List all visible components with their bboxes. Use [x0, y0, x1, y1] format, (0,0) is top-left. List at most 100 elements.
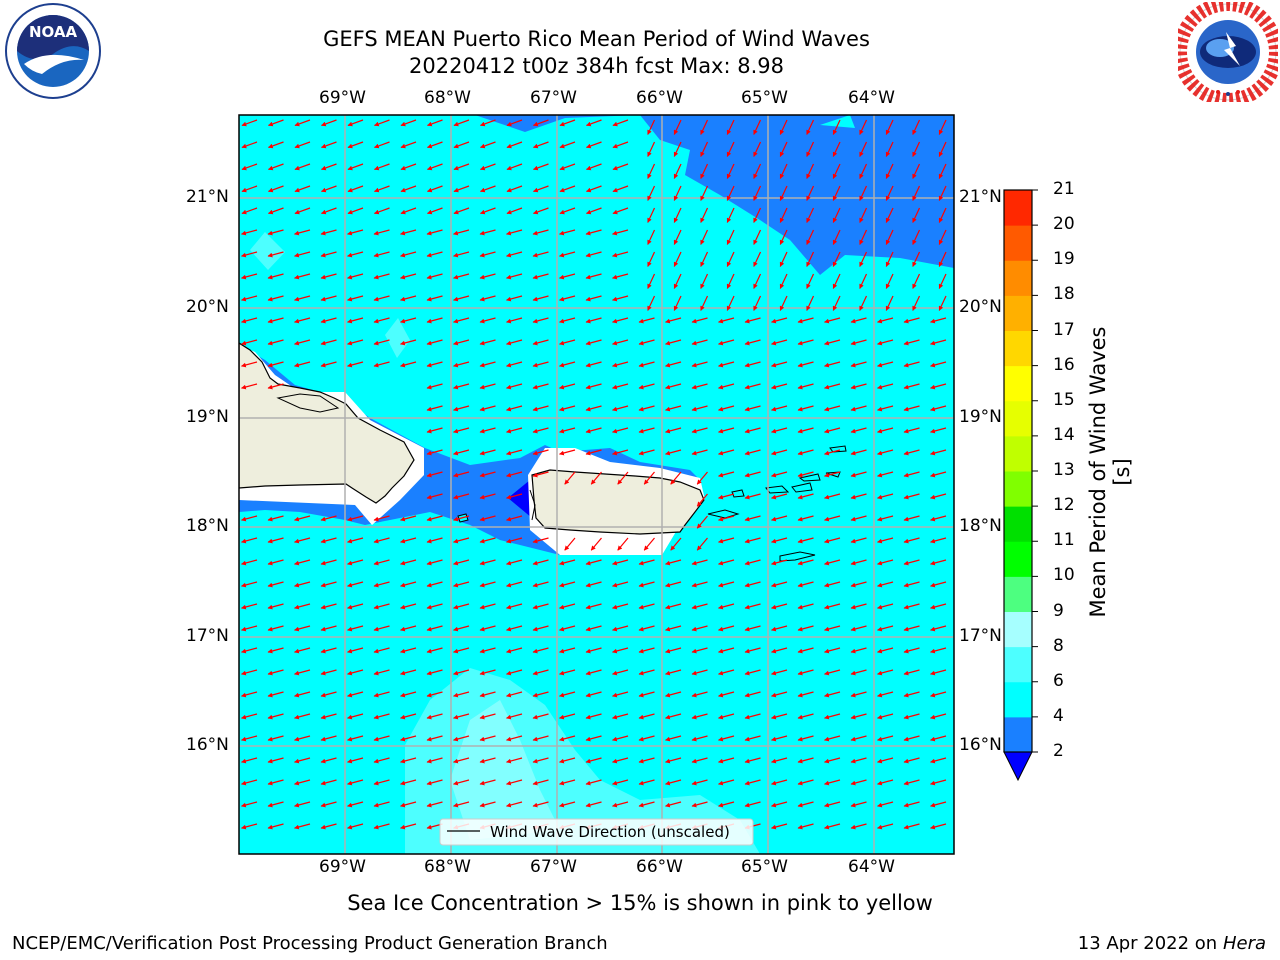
wave-direction-arrow: [241, 383, 258, 390]
wave-direction-arrow: [373, 757, 390, 764]
wave-direction-arrow: [744, 581, 761, 588]
wave-direction-arrow: [850, 515, 867, 522]
wave-direction-arrow: [612, 449, 629, 456]
wave-direction-arrow: [267, 669, 284, 676]
wave-direction-arrow: [673, 141, 682, 157]
wave-direction-arrow: [691, 581, 708, 588]
footer-machine: Hera: [1222, 933, 1266, 954]
wave-direction-arrow: [930, 339, 947, 346]
wave-direction-arrow: [347, 713, 364, 720]
wave-direction-arrow: [347, 603, 364, 610]
wave-direction-arrow: [779, 163, 788, 179]
wave-direction-arrow: [426, 581, 443, 588]
wave-direction-arrow: [824, 317, 841, 324]
wave-direction-arrow: [453, 185, 470, 193]
lat-label-right-17n: 17°N: [959, 626, 1002, 646]
wave-direction-arrow: [665, 669, 682, 676]
wave-direction-arrow: [559, 647, 576, 654]
wave-direction-arrow: [744, 361, 761, 368]
wave-direction-arrow: [824, 493, 841, 500]
wave-direction-arrow: [506, 471, 523, 478]
wave-direction-arrow: [824, 713, 841, 720]
wave-direction-arrow: [426, 383, 443, 390]
wave-direction-arrow: [718, 559, 735, 566]
wave-direction-arrow: [859, 119, 868, 135]
wave-direction-arrow: [585, 449, 602, 456]
wave-direction-arrow: [877, 757, 894, 764]
wave-direction-arrow: [241, 537, 258, 544]
wave-direction-arrow: [691, 317, 708, 324]
wave-direction-arrow: [586, 207, 602, 215]
wave-direction-arrow: [453, 207, 470, 215]
wave-direction-arrow: [479, 559, 496, 566]
lon-label-top-68w: 68°W: [424, 88, 471, 108]
wave-direction-arrow: [930, 383, 947, 390]
wave-direction-arrow: [726, 229, 735, 245]
wave-direction-arrow: [267, 339, 284, 346]
wave-direction-arrow: [374, 163, 390, 171]
lon-label-top-66w: 66°W: [636, 88, 683, 108]
wave-direction-arrow: [347, 339, 364, 346]
wave-direction-arrow: [665, 317, 682, 324]
wave-direction-arrow: [479, 361, 496, 368]
lat-label-right-20n: 20°N: [959, 297, 1002, 317]
wave-direction-arrow: [700, 163, 709, 179]
wave-direction-arrow: [426, 339, 443, 346]
sea-ice-caption: Sea Ice Concentration > 15% is shown in …: [347, 891, 933, 915]
wave-direction-arrow: [453, 273, 470, 280]
wave-direction-arrow: [506, 339, 523, 346]
wave-direction-arrow: [612, 691, 629, 698]
wave-direction-arrow: [771, 493, 788, 500]
lat-label-right-21n: 21°N: [959, 187, 1002, 207]
wave-direction-arrow: [824, 603, 841, 610]
colorbar-tick-label: 2: [1053, 741, 1064, 761]
wave-direction-arrow: [347, 779, 364, 786]
lon-label-top-65w: 65°W: [741, 88, 788, 108]
wave-direction-arrow: [806, 295, 815, 311]
wave-direction-arrow: [347, 295, 364, 302]
wave-direction-arrow: [832, 141, 841, 157]
wave-direction-arrow: [241, 691, 258, 698]
wave-direction-arrow: [373, 361, 390, 368]
wave-direction-arrow: [877, 427, 894, 434]
wave-direction-arrow: [850, 603, 867, 610]
wave-direction-arrow: [696, 471, 708, 485]
wave-direction-arrow: [903, 515, 920, 522]
wave-direction-arrow: [850, 669, 867, 676]
wave-direction-arrow: [665, 449, 682, 456]
wave-direction-arrow: [824, 669, 841, 676]
wave-direction-arrow: [453, 647, 470, 654]
colorbar-tick-label: 17: [1053, 319, 1075, 340]
wave-direction-arrow: [718, 625, 735, 632]
wave-direction-arrow: [859, 163, 868, 179]
wave-direction-arrow: [453, 559, 470, 566]
wave-direction-arrow: [779, 207, 788, 223]
virgin-gorda-island: [825, 471, 841, 478]
wave-direction-arrow: [347, 757, 364, 764]
wave-direction-arrow: [718, 405, 735, 412]
wave-direction-arrow: [612, 405, 629, 412]
wave-direction-arrow: [267, 757, 284, 764]
wave-direction-arrow: [885, 273, 894, 289]
wave-direction-arrow: [691, 669, 708, 676]
wave-direction-arrow: [612, 669, 629, 676]
wave-direction-arrow: [374, 141, 390, 149]
wave-direction-arrow: [691, 427, 708, 434]
wave-direction-arrow: [506, 625, 523, 632]
wave-direction-arrow: [691, 647, 708, 654]
wave-direction-arrow: [241, 823, 258, 830]
wave-direction-arrow: [638, 801, 655, 808]
wave-direction-arrow: [612, 559, 629, 566]
wave-direction-arrow: [241, 801, 258, 808]
wave-direction-arrow: [347, 141, 364, 149]
wave-direction-arrow: [320, 581, 337, 588]
wave-direction-arrow: [427, 119, 443, 127]
wave-direction-arrow: [559, 713, 576, 720]
wave-direction-arrow: [559, 207, 576, 215]
wave-direction-arrow: [665, 427, 682, 434]
wave-direction-arrow: [673, 119, 682, 135]
wave-direction-arrow: [850, 735, 867, 742]
wave-direction-arrow: [400, 361, 417, 368]
wave-direction-arrow: [268, 207, 284, 215]
wave-direction-arrow: [585, 625, 602, 632]
